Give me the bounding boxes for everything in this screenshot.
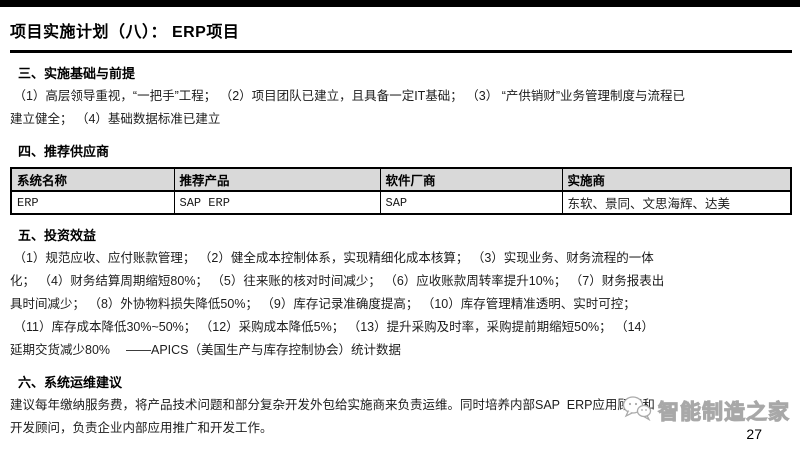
vendor-table-header-row: 系统名称 推荐产品 软件厂商 实施商 [10,167,792,192]
column-header-software-vendor: 软件厂商 [379,167,563,192]
section-heading-investment-benefits: 五、投资效益 [18,228,97,243]
vendor-table: 系统名称 推荐产品 软件厂商 实施商 ERP SAP ERP SAP 东软、景同… [10,167,792,215]
section-heading-system-operation-advice: 六、系统运维建议 [18,375,123,390]
body-line: 具时间减少； （8）外协物料损失降低50%； （9）库存记录准确度提高； （10… [10,297,636,311]
body-line: （1）高层领导重视，“一把手”工程； （2）项目团队已建立，且具备一定IT基础；… [10,89,686,103]
column-header-recommended-product: 推荐产品 [173,167,381,192]
body-line: 开发顾问，负责企业内部应用推广和开发工作。 [10,421,273,435]
table-row: ERP SAP ERP SAP 东软、景同、文思海辉、达美 [10,190,792,215]
watermark-text: 智能制造之家 [658,400,790,424]
cell-software-vendor: SAP [379,190,563,215]
watermark: 智能制造之家 [622,395,790,426]
top-black-bar [0,0,800,7]
page-number: 27 [746,426,762,442]
cell-system-name: ERP [10,190,175,215]
cell-recommended-product: SAP ERP [173,190,381,215]
title-divider [10,50,792,53]
section-heading-recommended-vendors: 四、推荐供应商 [18,144,110,159]
cell-implementer: 东软、景同、文思海辉、达美 [561,190,792,215]
wechat-chat-bubbles-icon [622,395,652,426]
page-title: 项目实施计划（八）： ERP项目 [10,24,240,41]
column-header-system-name: 系统名称 [10,167,175,192]
body-line: （11）库存成本降低30%~50%； （12）采购成本降低5%； （13）提升采… [10,320,655,334]
slide-content: 项目实施计划（八）： ERP项目 三、实施基础与前提 （1）高层领导重视，“一把… [0,22,800,440]
body-line: 建立健全； （4）基础数据标准已建立 [10,112,221,126]
column-header-implementer: 实施商 [561,167,792,192]
body-line: 化； （4）财务结算周期缩短80%； （5）往来账的核对时间减少； （6）应收账… [10,274,665,288]
section-body-implementation-basis: （1）高层领导重视，“一把手”工程； （2）项目团队已建立，且具备一定IT基础；… [10,85,790,131]
section-heading-implementation-basis: 三、实施基础与前提 [18,66,136,81]
body-line: 延期交货减少80% ——APICS（美国生产与库存控制协会）统计数据 [10,343,402,357]
body-line: （1）规范应收、应付账款管理； （2）健全成本控制体系，实现精细化成本核算； （… [10,251,654,265]
section-body-investment-benefits: （1）规范应收、应付账款管理； （2）健全成本控制体系，实现精细化成本核算； （… [10,247,790,362]
